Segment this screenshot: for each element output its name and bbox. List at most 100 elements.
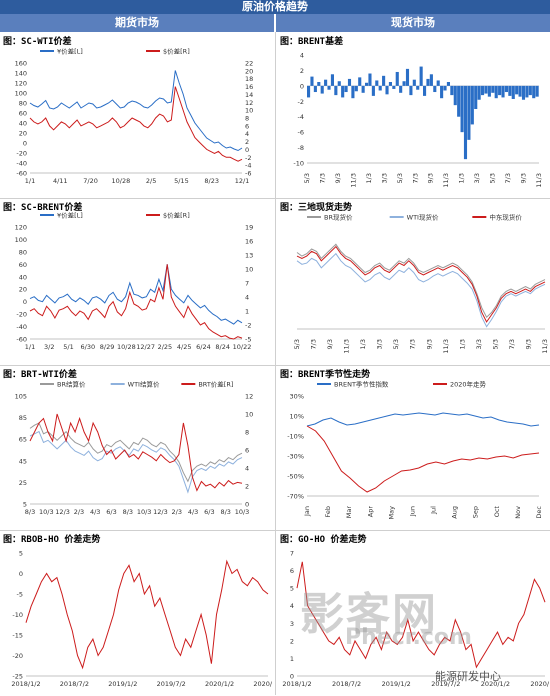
bar <box>501 85 505 98</box>
y-left-tick-label: 40 <box>19 120 27 128</box>
legend-label: $价差[R] <box>163 211 190 220</box>
bar <box>521 85 526 100</box>
y-tick-label: -10% <box>287 433 304 441</box>
y-tick-label: 30% <box>290 393 304 401</box>
x-tick-label: Feb <box>324 506 332 518</box>
x-tick-label: Jan <box>303 506 311 517</box>
bar <box>354 85 358 92</box>
x-tick-label: 2018/1/2 <box>282 680 311 688</box>
x-tick-label: 3/3 <box>473 173 481 183</box>
x-tick-label: May <box>387 506 395 520</box>
x-tick-label: 5/3 <box>491 339 499 349</box>
futures-section-header: 期货市场 <box>0 14 274 32</box>
bar <box>494 85 498 99</box>
y-tick-label: 4 <box>290 602 294 610</box>
x-tick-label: 10/28 <box>117 343 136 351</box>
x-tick-label: 2020/1/2 <box>205 680 234 688</box>
legend-label: 2020年走势 <box>450 380 487 389</box>
x-tick-label: 2/25 <box>158 343 173 351</box>
bar <box>402 81 406 86</box>
series-line <box>306 412 540 427</box>
y-right-tick-label: -5 <box>245 336 251 344</box>
x-tick-label: 2019/7/2 <box>157 680 186 688</box>
x-tick-label: 2018/1/2 <box>11 680 40 688</box>
bar <box>532 85 536 99</box>
x-tick-label: 4/25 <box>177 343 192 351</box>
x-tick-label: 6/3 <box>204 508 214 516</box>
chart-go-ho: 图：GO-HO 价差走势 2018/1/2 2018/7/2 2019/1/2 2019… <box>277 531 549 696</box>
chart-title: 图：SC-BRENT价差 <box>3 203 83 213</box>
y-right-tick-label: 0 <box>245 146 249 154</box>
x-tick-label: 8/23 <box>204 177 219 185</box>
bar <box>446 82 450 86</box>
y-tick-label: -8 <box>298 144 304 152</box>
y-tick-label: -25 <box>12 673 23 681</box>
bar <box>317 82 321 86</box>
y-tick-label: -6 <box>298 129 304 137</box>
legend-label: BR结算价 <box>57 380 86 389</box>
x-tick-label: 2020/7/2 <box>530 680 549 688</box>
y-left-tick-label: 60 <box>19 261 27 269</box>
x-tick-label: 10/3 <box>39 508 54 516</box>
watermark-url: Phecr.com <box>345 625 472 650</box>
x-tick-label: Mar <box>345 506 353 519</box>
spot-section-header: 现货市场 <box>276 14 550 32</box>
x-tick-label: Jun <box>408 506 416 517</box>
y-left-tick-label: 120 <box>15 80 27 88</box>
bar <box>395 71 399 86</box>
x-tick-label: 7/3 <box>411 173 419 183</box>
chart-title: 图：三地现货走势 <box>280 203 353 213</box>
x-tick-label: 12/3 <box>153 508 168 516</box>
x-tick-label: 9/3 <box>326 339 334 349</box>
x-tick-label: 5/3 <box>396 173 404 183</box>
x-tick-label: 12/27 <box>136 343 155 351</box>
x-tick-label: 1/3 <box>365 173 373 183</box>
x-tick-label: 2019/1/2 <box>108 680 137 688</box>
x-tick-label: 8/3 <box>220 508 230 516</box>
bar <box>405 68 410 86</box>
series-line <box>29 413 243 492</box>
y-tick-label: 2 <box>300 67 304 75</box>
y-right-tick-label: 16 <box>245 238 253 246</box>
bar <box>426 78 430 86</box>
y-tick-label: 0 <box>290 673 294 681</box>
y-tick-label: -10 <box>293 160 304 168</box>
x-tick-label: 2020/7/2 <box>253 680 272 688</box>
y-right-tick-label: 18 <box>245 75 253 83</box>
bar <box>307 85 311 98</box>
bar <box>324 79 328 86</box>
bar <box>484 85 488 94</box>
chart-svg: 1/1 3/2 5/1 6/30 8/29 10/28 12/27 2/25 4/25 6/24 8… <box>15 211 254 352</box>
y-right-tick-label: 4 <box>245 130 249 138</box>
x-tick-label: 5/3 <box>392 339 400 349</box>
y-right-tick-label: 16 <box>245 83 253 91</box>
bar <box>334 85 338 96</box>
x-tick-label: Apr <box>366 506 374 518</box>
legend-label: WTI现货价 <box>407 213 439 222</box>
y-left-tick-label: -40 <box>16 160 27 168</box>
x-tick-label: 7/3 <box>504 173 512 183</box>
y-left-tick-label: 80 <box>19 100 27 108</box>
bar <box>341 85 345 98</box>
chart-svg: Jan Feb Mar Apr May Jun Jul Aug Sep Oct Nov Dec 30% 1… <box>287 380 543 520</box>
x-tick-label: 12/1 <box>235 177 250 185</box>
x-tick-label: 1/3 <box>458 339 466 349</box>
y-tick-label: -70% <box>287 493 304 501</box>
y-tick-label: -5 <box>17 591 23 599</box>
bar <box>498 85 502 96</box>
x-tick-label: 7/3 <box>508 339 516 349</box>
chart-title: 图：BRT-WTI价差 <box>3 370 77 380</box>
x-tick-label: 8/3 <box>25 508 35 516</box>
legend-label: ¥价差[L] <box>57 47 83 56</box>
bar <box>313 85 317 93</box>
x-tick-label: 4/3 <box>90 508 100 516</box>
y-left-tick-label: 0 <box>23 140 27 148</box>
chart-svg: 2018/1/2 2018/7/2 2019/1/2 2019/7/2 2020/1/2… <box>11 550 272 689</box>
y-right-tick-label: 10 <box>245 411 253 419</box>
y-left-tick-label: 105 <box>15 393 27 401</box>
y-left-tick-label: 65 <box>19 436 27 444</box>
bar <box>463 85 468 160</box>
y-left-tick-label: 80 <box>19 248 27 256</box>
x-tick-label: 6/3 <box>106 508 116 516</box>
legend-label: BR现货价 <box>324 213 353 222</box>
